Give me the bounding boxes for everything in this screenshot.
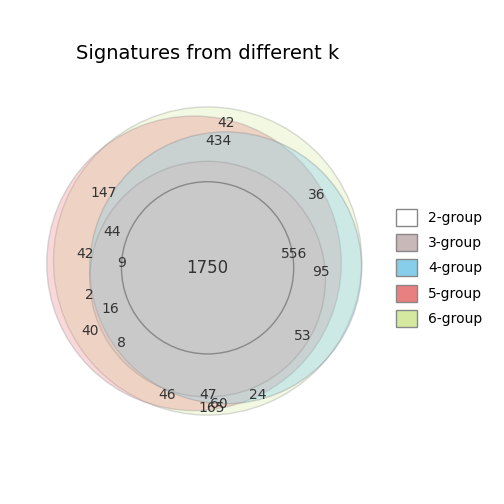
Text: 1750: 1750	[186, 259, 229, 277]
Text: 165: 165	[199, 401, 225, 415]
Text: 42: 42	[77, 247, 94, 261]
Text: 47: 47	[199, 388, 216, 402]
Title: Signatures from different k: Signatures from different k	[76, 43, 339, 62]
Text: 556: 556	[281, 247, 307, 261]
Text: 2: 2	[85, 288, 94, 302]
Circle shape	[53, 107, 362, 415]
Text: 147: 147	[90, 186, 116, 200]
Text: 95: 95	[312, 266, 330, 279]
Circle shape	[47, 116, 341, 411]
Text: 434: 434	[206, 134, 232, 148]
Text: 16: 16	[101, 301, 119, 316]
Text: 44: 44	[104, 225, 121, 238]
Text: 46: 46	[158, 388, 175, 402]
Text: 40: 40	[81, 324, 98, 338]
Circle shape	[90, 132, 362, 404]
Text: 9: 9	[117, 257, 126, 270]
Text: 42: 42	[217, 116, 234, 130]
Text: 24: 24	[248, 388, 266, 402]
Text: 60: 60	[210, 397, 228, 411]
Text: 36: 36	[307, 188, 325, 202]
Text: 8: 8	[117, 336, 126, 350]
Circle shape	[90, 161, 326, 397]
Legend: 2-group, 3-group, 4-group, 5-group, 6-group: 2-group, 3-group, 4-group, 5-group, 6-gr…	[390, 202, 489, 334]
Text: 53: 53	[294, 329, 311, 343]
